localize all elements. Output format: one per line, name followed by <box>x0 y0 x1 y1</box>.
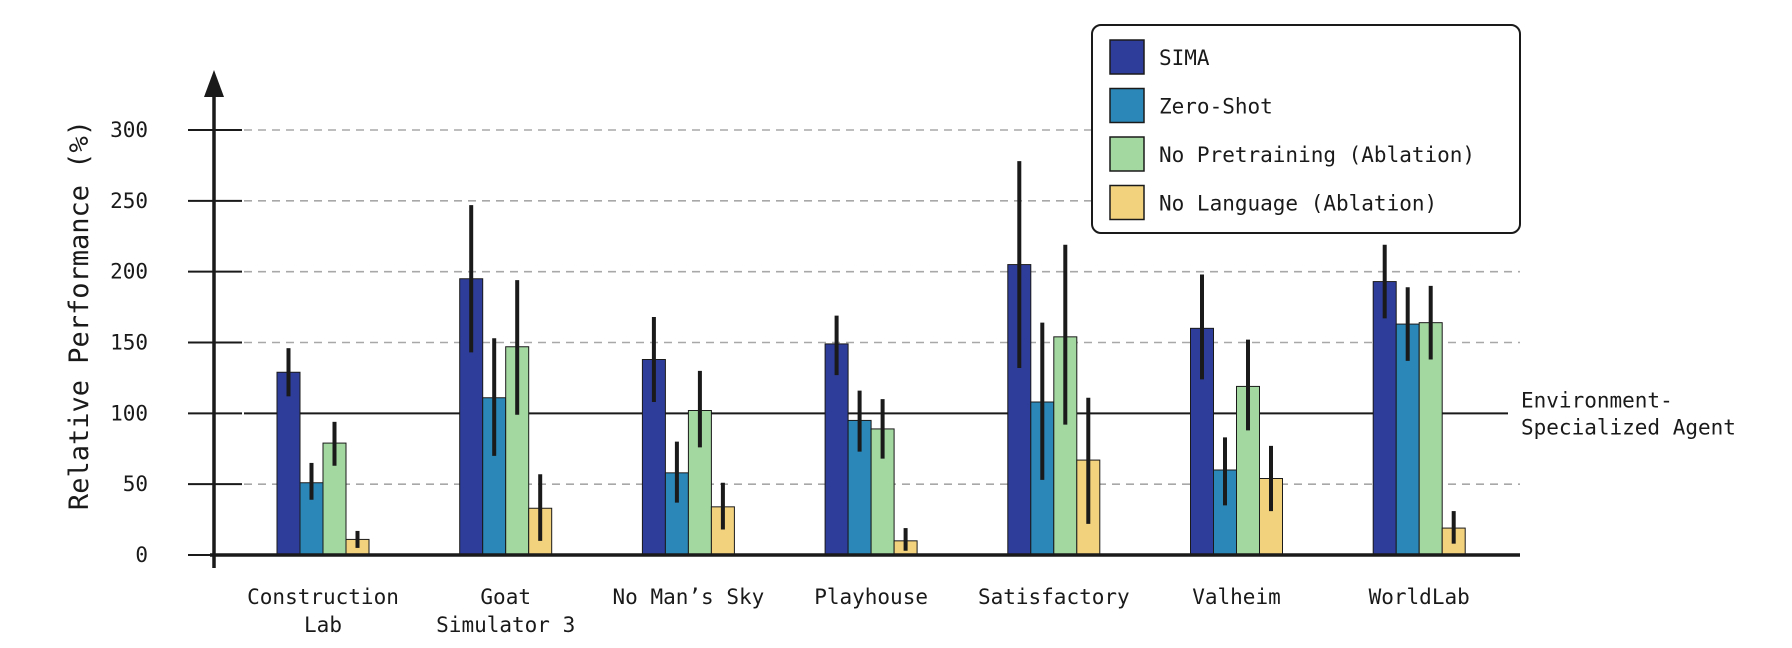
legend-label: No Pretraining (Ablation) <box>1159 143 1475 167</box>
x-category-label: WorldLab <box>1369 585 1470 609</box>
bar-sima <box>824 343 849 556</box>
legend-label: SIMA <box>1159 46 1210 70</box>
y-axis-arrow-icon <box>204 70 224 97</box>
x-category-label: Valheim <box>1192 585 1281 609</box>
bars <box>276 264 1466 556</box>
legend-label: Zero-Shot <box>1159 95 1273 119</box>
x-category-label: Construction Lab <box>247 585 399 637</box>
legend-swatch <box>1109 184 1145 221</box>
y-tick-label: 300 <box>110 118 148 142</box>
legend-swatch <box>1109 136 1145 172</box>
legend-box <box>1091 24 1521 234</box>
labels: 0 50 100 150 200 250 300 Environment-Specialize… <box>64 118 1736 637</box>
y-tick-label: 50 <box>123 472 148 496</box>
legend-swatch <box>1109 39 1145 75</box>
legend-label: No Language (Ablation) <box>1159 192 1437 216</box>
x-category-label: No Man’s Sky <box>613 585 765 609</box>
y-tick-label: 100 <box>110 401 148 425</box>
error-bars <box>286 161 1456 551</box>
y-tick-label: 150 <box>110 331 148 355</box>
axes <box>188 70 1520 568</box>
bar-sima <box>276 371 301 556</box>
bar-sima <box>1372 281 1397 556</box>
legend: SIMA Zero-Shot No Pretraining (Ablation) No… <box>1091 24 1521 234</box>
reference-line-label: Environment-Specialized Agent <box>1521 388 1736 439</box>
legend-swatch <box>1109 87 1145 124</box>
y-tick-label: 0 <box>135 543 148 567</box>
y-axis-title: Relative Performance (%) <box>64 120 95 510</box>
y-tick-label: 250 <box>110 189 148 213</box>
y-tick-label: 200 <box>110 260 148 284</box>
x-category-label: Goat Simulator 3 <box>436 585 575 637</box>
x-category-label: Satisfactory <box>978 585 1130 609</box>
x-category-label: Playhouse <box>814 585 928 609</box>
